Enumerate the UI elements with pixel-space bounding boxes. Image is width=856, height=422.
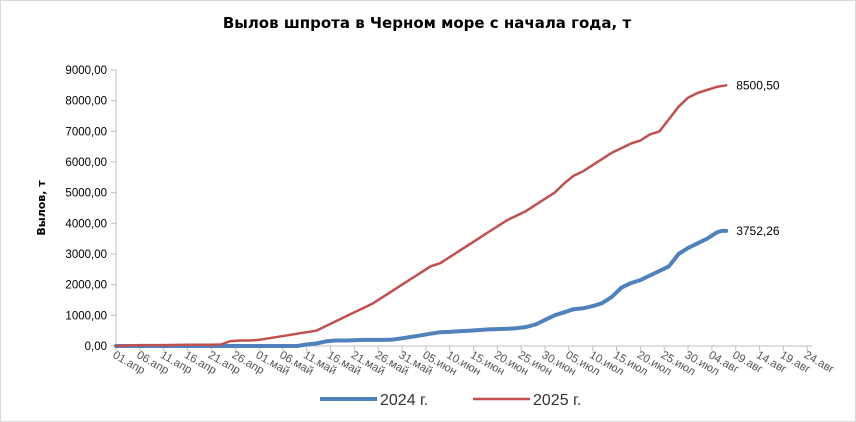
- chart-title: Вылов шпрота в Черном море с начала года…: [223, 14, 632, 32]
- y-tick-label: 0,00: [85, 341, 107, 353]
- y-axis-ticks: 0,00 1000,00 2000,00 3000,00 4000,00 5000,00 6…: [65, 65, 116, 353]
- y-tick-label: 3000,00: [65, 249, 107, 261]
- legend-label-2025: 2025 г.: [533, 392, 581, 409]
- series-lines: [114, 84, 729, 348]
- y-tick-label: 8000,00: [65, 96, 107, 108]
- x-axis-ticks: 01.апр06.апр11.апр16.апр21.апр26.апр01.м…: [111, 346, 836, 378]
- y-tick-label: 9000,00: [65, 65, 107, 77]
- series-line-2025-г: [114, 84, 728, 348]
- end-value-label: 8500,50: [736, 78, 780, 92]
- series-line-2024-г: [114, 228, 729, 348]
- y-tick-label: 1000,00: [65, 310, 107, 322]
- legend: 2024 г. 2025 г.: [320, 392, 581, 409]
- end-value-label: 3752,26: [736, 224, 780, 238]
- y-tick-label: 5000,00: [65, 188, 107, 200]
- y-axis-label: Вылов, т: [35, 180, 48, 236]
- legend-label-2024: 2024 г.: [380, 392, 428, 409]
- y-tick-label: 2000,00: [65, 280, 107, 292]
- end-labels: 3752,26 8500,50: [736, 78, 780, 238]
- y-tick-label: 4000,00: [65, 218, 107, 230]
- y-tick-label: 6000,00: [65, 157, 107, 169]
- y-tick-label: 7000,00: [65, 126, 107, 138]
